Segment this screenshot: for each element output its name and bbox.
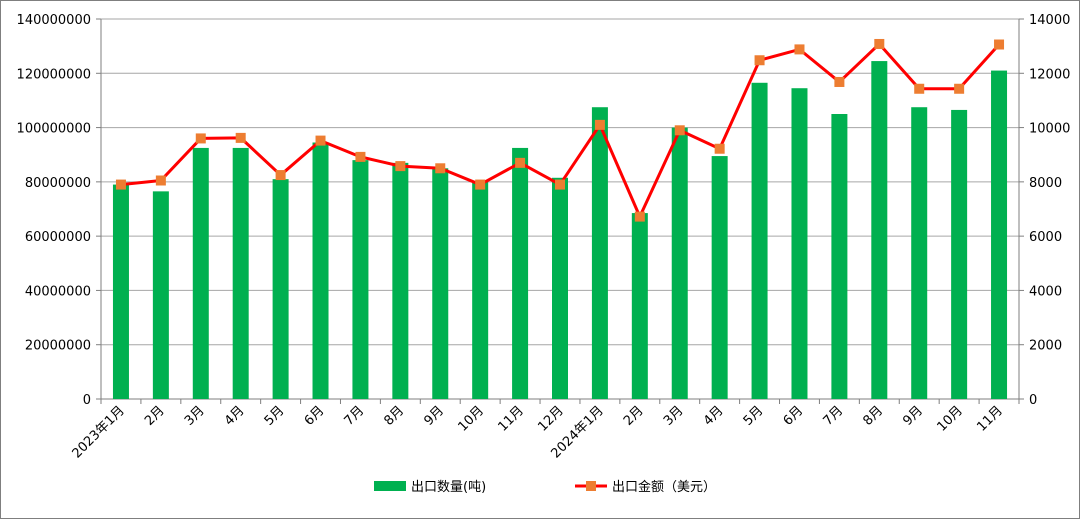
x-tick-label: 11月	[495, 403, 526, 434]
bar	[312, 142, 329, 399]
left-tick-label: 60000000	[25, 230, 91, 245]
bar	[472, 181, 489, 399]
x-tick-label: 3月	[661, 403, 687, 429]
x-tick-label: 11月	[974, 403, 1005, 434]
x-tick-label: 9月	[421, 403, 447, 429]
left-tick-label: 140000000	[17, 13, 91, 28]
line-marker	[235, 132, 246, 143]
bar	[152, 191, 169, 399]
bar	[911, 107, 928, 399]
right-tick-label: 2000	[1029, 339, 1062, 354]
x-tick-label: 8月	[860, 403, 886, 429]
x-tick-label: 7月	[821, 403, 847, 429]
bar	[991, 70, 1008, 400]
line-marker	[954, 83, 965, 94]
line-marker	[914, 83, 925, 94]
line-marker	[195, 133, 206, 144]
line-marker	[714, 143, 725, 154]
right-tick-label: 10000	[1029, 122, 1070, 137]
legend-label-line: 出口金额（美元）	[612, 479, 716, 495]
line-marker	[275, 170, 286, 181]
line-marker	[515, 157, 526, 168]
line-marker	[355, 151, 366, 162]
bar	[671, 127, 688, 400]
line-marker	[754, 55, 765, 66]
left-tick-label: 40000000	[25, 284, 91, 299]
line-marker	[794, 44, 805, 55]
bar	[591, 107, 608, 399]
x-tick-label: 9月	[900, 403, 926, 429]
x-tick-label: 2月	[142, 403, 168, 429]
line-marker	[395, 161, 406, 172]
x-tick-label: 10月	[934, 403, 965, 434]
bar	[552, 177, 568, 399]
line-marker	[115, 179, 126, 190]
bar	[512, 147, 529, 399]
legend-swatch-bar	[374, 481, 406, 491]
line-marker	[594, 119, 605, 130]
line-marker	[994, 39, 1005, 50]
line-marker	[155, 175, 166, 186]
legend-label-bar: 出口数量(吨)	[411, 480, 486, 495]
bar	[272, 179, 289, 399]
bar	[711, 156, 728, 399]
bar	[192, 147, 209, 399]
x-tick-label: 8月	[382, 403, 408, 429]
bar	[631, 213, 648, 399]
x-tick-label: 5月	[741, 403, 767, 429]
bar	[232, 147, 249, 399]
line-marker	[834, 76, 845, 87]
bar	[751, 82, 768, 400]
bar	[791, 88, 808, 399]
x-tick-label: 4月	[222, 403, 248, 429]
right-tick-label: 14000	[1029, 13, 1070, 28]
bar	[951, 109, 968, 399]
left-axis-ticks: 0 20000000 40000000 60000000 80000000 1000000…	[17, 13, 91, 408]
left-tick-label: 80000000	[25, 176, 91, 191]
right-tick-label: 6000	[1029, 230, 1062, 245]
x-tick-label: 4月	[701, 403, 727, 429]
legend-swatch-marker	[586, 481, 596, 491]
x-tick-label: 5月	[262, 403, 288, 429]
left-tick-label: 120000000	[17, 67, 91, 82]
right-axis-ticks: 0 2000 4000 6000 8000 10000 12000 14000	[1029, 13, 1070, 408]
x-tick-label: 2月	[621, 403, 647, 429]
bar	[831, 114, 848, 399]
right-tick-label: 0	[1029, 393, 1037, 408]
x-tick-label: 12月	[535, 403, 566, 434]
line-marker	[475, 179, 486, 190]
line-marker	[435, 163, 446, 174]
left-tick-label: 20000000	[25, 339, 91, 354]
legend: 出口数量(吨) 出口金额（美元）	[374, 479, 716, 495]
right-tick-label: 8000	[1029, 176, 1062, 191]
line-marker	[555, 179, 565, 190]
line-marker	[315, 135, 326, 146]
x-tick-label: 3月	[182, 403, 208, 429]
x-tick-label: 2023年1月	[70, 403, 128, 461]
x-tick-label: 6月	[302, 403, 328, 429]
bar	[392, 162, 409, 399]
line-series	[115, 38, 1005, 222]
bar-series	[112, 61, 1008, 400]
bar	[352, 160, 369, 399]
right-tick-label: 4000	[1029, 284, 1062, 299]
line-marker	[634, 211, 645, 222]
left-tick-label: 0	[83, 393, 91, 408]
right-tick-label: 12000	[1029, 67, 1070, 82]
bar	[112, 184, 129, 399]
left-tick-label: 100000000	[17, 122, 91, 137]
line-marker	[874, 38, 885, 49]
line-marker	[674, 125, 685, 136]
x-tick-label: 10月	[456, 403, 487, 434]
bar	[871, 61, 888, 399]
bar	[432, 168, 449, 399]
x-tick-label: 6月	[781, 403, 807, 429]
x-tick-label: 7月	[342, 403, 368, 429]
